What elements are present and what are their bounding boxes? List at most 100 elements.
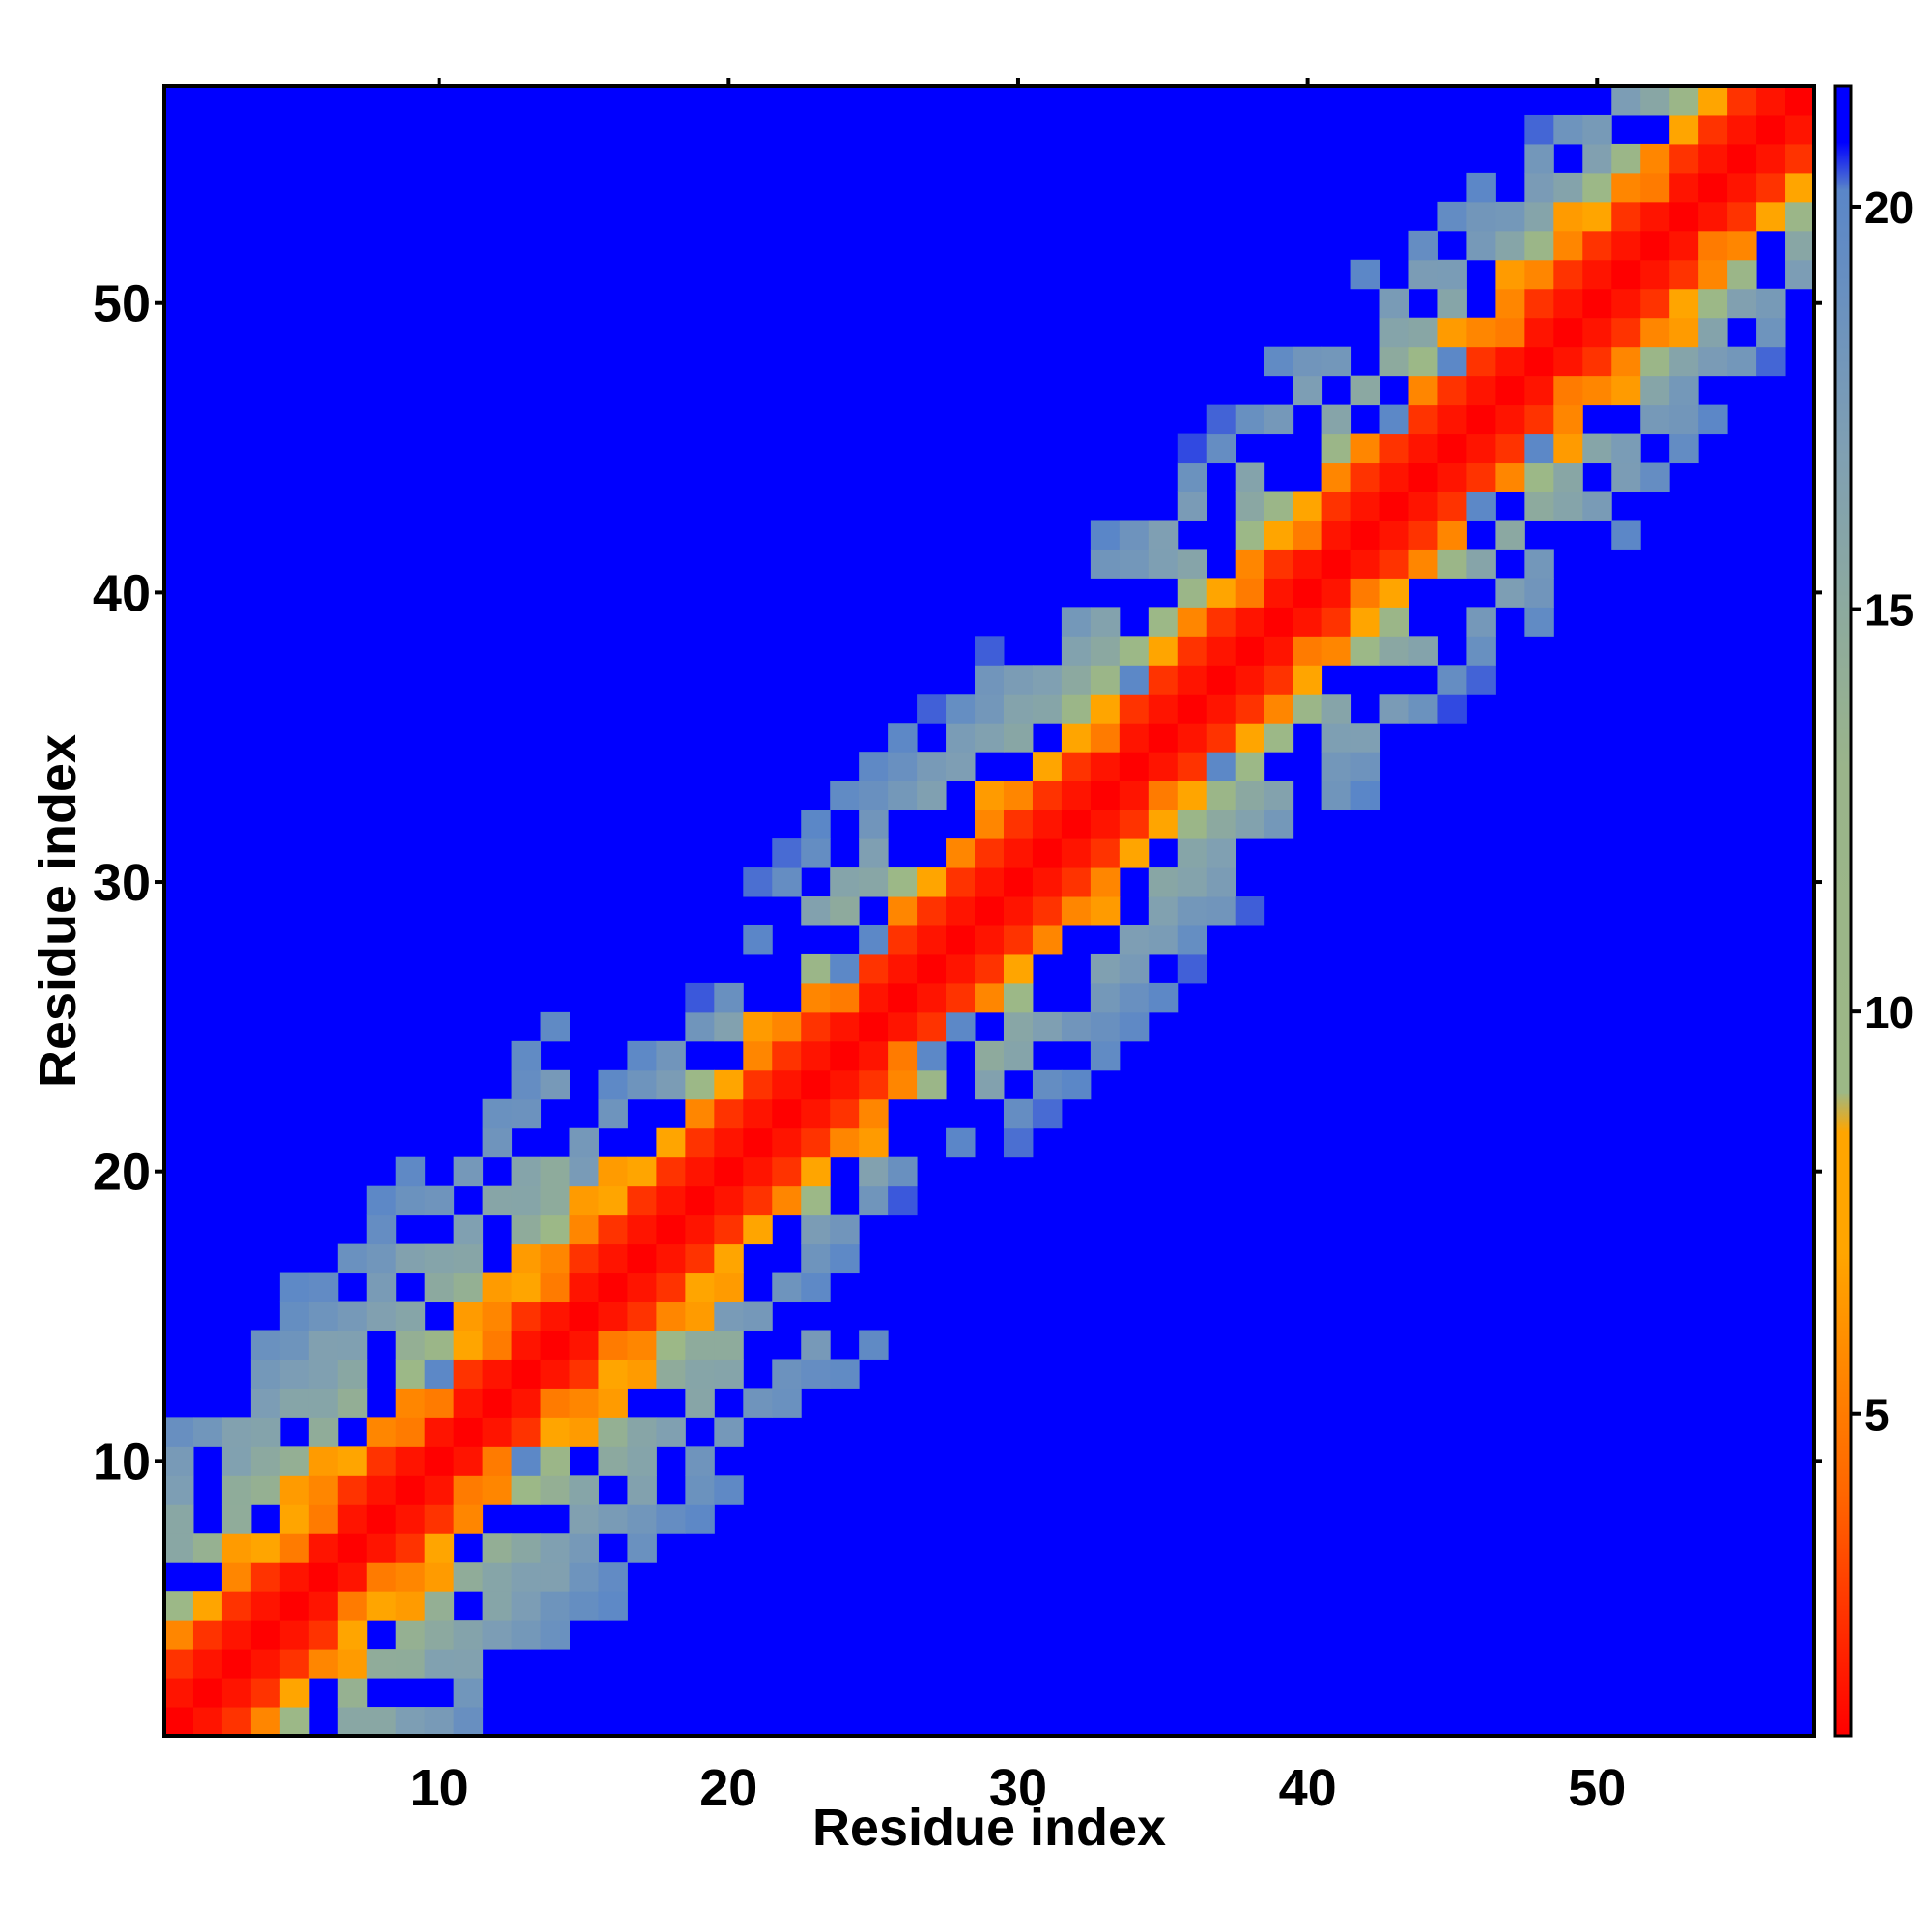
heatmap-cell (830, 1069, 860, 1100)
heatmap-cell (1756, 288, 1786, 319)
heatmap-cell (511, 1417, 542, 1447)
heatmap-cell (1669, 259, 1699, 290)
heatmap-cell (1466, 317, 1496, 348)
heatmap-cell (888, 1040, 918, 1071)
heatmap-cell (1785, 86, 1815, 116)
heatmap-cell (656, 1127, 686, 1158)
heatmap-cell (1003, 665, 1034, 695)
heatmap-cell (540, 1185, 570, 1216)
heatmap-cell (337, 1678, 368, 1708)
heatmap-cell (511, 1388, 542, 1418)
heatmap-cell (598, 1446, 628, 1476)
heatmap-cell (511, 1069, 542, 1100)
heatmap-cell (308, 1620, 339, 1650)
heatmap-cell (859, 953, 889, 984)
heatmap-cell (424, 1533, 455, 1563)
heatmap-cell (366, 1214, 397, 1245)
heatmap-cell (772, 1040, 802, 1071)
heatmap-cell (1350, 375, 1381, 406)
heatmap-cell (859, 1127, 889, 1158)
y-tick-label: 50 (93, 275, 151, 333)
heatmap-cell (598, 1069, 628, 1100)
heatmap-cell (1495, 433, 1525, 464)
heatmap-cell (1003, 810, 1034, 839)
heatmap-cell (482, 1330, 513, 1360)
y-axis-title: Residue index (29, 734, 87, 1088)
heatmap-cell (1408, 375, 1438, 406)
heatmap-cell (946, 1127, 976, 1158)
heatmap-cell (1379, 694, 1409, 724)
heatmap-cell (366, 1301, 397, 1331)
heatmap-cell (482, 1620, 513, 1650)
heatmap-cell (1437, 404, 1467, 435)
heatmap-cell (1119, 665, 1150, 695)
heatmap-cell (1582, 288, 1612, 319)
heatmap-cell (1379, 607, 1409, 637)
heatmap-cell (1408, 549, 1438, 579)
heatmap-cell (511, 1040, 542, 1071)
heatmap-cell (1148, 665, 1179, 695)
heatmap-cell (1119, 549, 1150, 579)
heatmap-cell (627, 1533, 657, 1563)
heatmap-cell (1495, 317, 1525, 348)
heatmap-cell (1640, 230, 1670, 261)
heatmap-cell (1235, 810, 1265, 839)
heatmap-cell (250, 1533, 281, 1563)
heatmap-cell (1669, 346, 1699, 377)
heatmap-cell (917, 694, 947, 724)
heatmap-cell (221, 1446, 252, 1476)
heatmap-cell (1698, 114, 1728, 145)
heatmap-cell (482, 1127, 513, 1158)
heatmap-cell (540, 1330, 570, 1360)
heatmap-cell (772, 1359, 802, 1389)
heatmap-cell (946, 896, 976, 926)
heatmap-cell (685, 1156, 715, 1187)
heatmap-cell (1090, 636, 1121, 666)
heatmap-cell (1235, 752, 1265, 781)
heatmap-cell (453, 1359, 484, 1389)
heatmap-cell (424, 1388, 455, 1418)
heatmap-cell (540, 1069, 570, 1100)
x-tick-label: 30 (989, 1759, 1047, 1817)
heatmap-cell (656, 1040, 686, 1071)
heatmap-cell (279, 1475, 310, 1505)
heatmap-cell (511, 1620, 542, 1650)
heatmap-cell (1727, 114, 1757, 145)
heatmap-cell (164, 1678, 194, 1708)
heatmap-cell (221, 1620, 252, 1650)
heatmap-cell (859, 838, 889, 868)
heatmap-cell (511, 1562, 542, 1592)
heatmap-cell (656, 1330, 686, 1360)
heatmap-cell (1495, 259, 1525, 290)
heatmap-cell (772, 1098, 802, 1129)
heatmap-cell (511, 1591, 542, 1621)
heatmap-cell (1235, 607, 1265, 637)
heatmap-cell (395, 1243, 426, 1274)
heatmap-cell (772, 1185, 802, 1216)
heatmap-cell (975, 723, 1005, 753)
heatmap-cell (1177, 896, 1208, 926)
heatmap-cell (714, 1214, 744, 1245)
heatmap-cell (482, 1417, 513, 1447)
heatmap-cell (164, 1504, 194, 1534)
heatmap-cell (1437, 694, 1467, 724)
heatmap-cell (685, 1069, 715, 1100)
heatmap-cell (1032, 1098, 1063, 1129)
heatmap-cell (192, 1417, 223, 1447)
heatmap-cell (714, 1272, 744, 1303)
heatmap-cell (569, 1504, 599, 1534)
heatmap-cell (975, 1040, 1005, 1071)
heatmap-cell (1408, 346, 1438, 377)
heatmap-cell (1177, 838, 1208, 868)
heatmap-cell (1727, 201, 1757, 232)
heatmap-cell (975, 636, 1005, 666)
heatmap-cell (1756, 317, 1786, 348)
heatmap-cell (1437, 317, 1467, 348)
heatmap-cell (1235, 636, 1265, 666)
heatmap-cell (714, 1243, 744, 1274)
heatmap-cell (830, 1127, 860, 1158)
heatmap-cell (1582, 201, 1612, 232)
heatmap-cell (830, 1040, 860, 1071)
heatmap-cell (743, 1127, 773, 1158)
heatmap-cell (511, 1301, 542, 1331)
